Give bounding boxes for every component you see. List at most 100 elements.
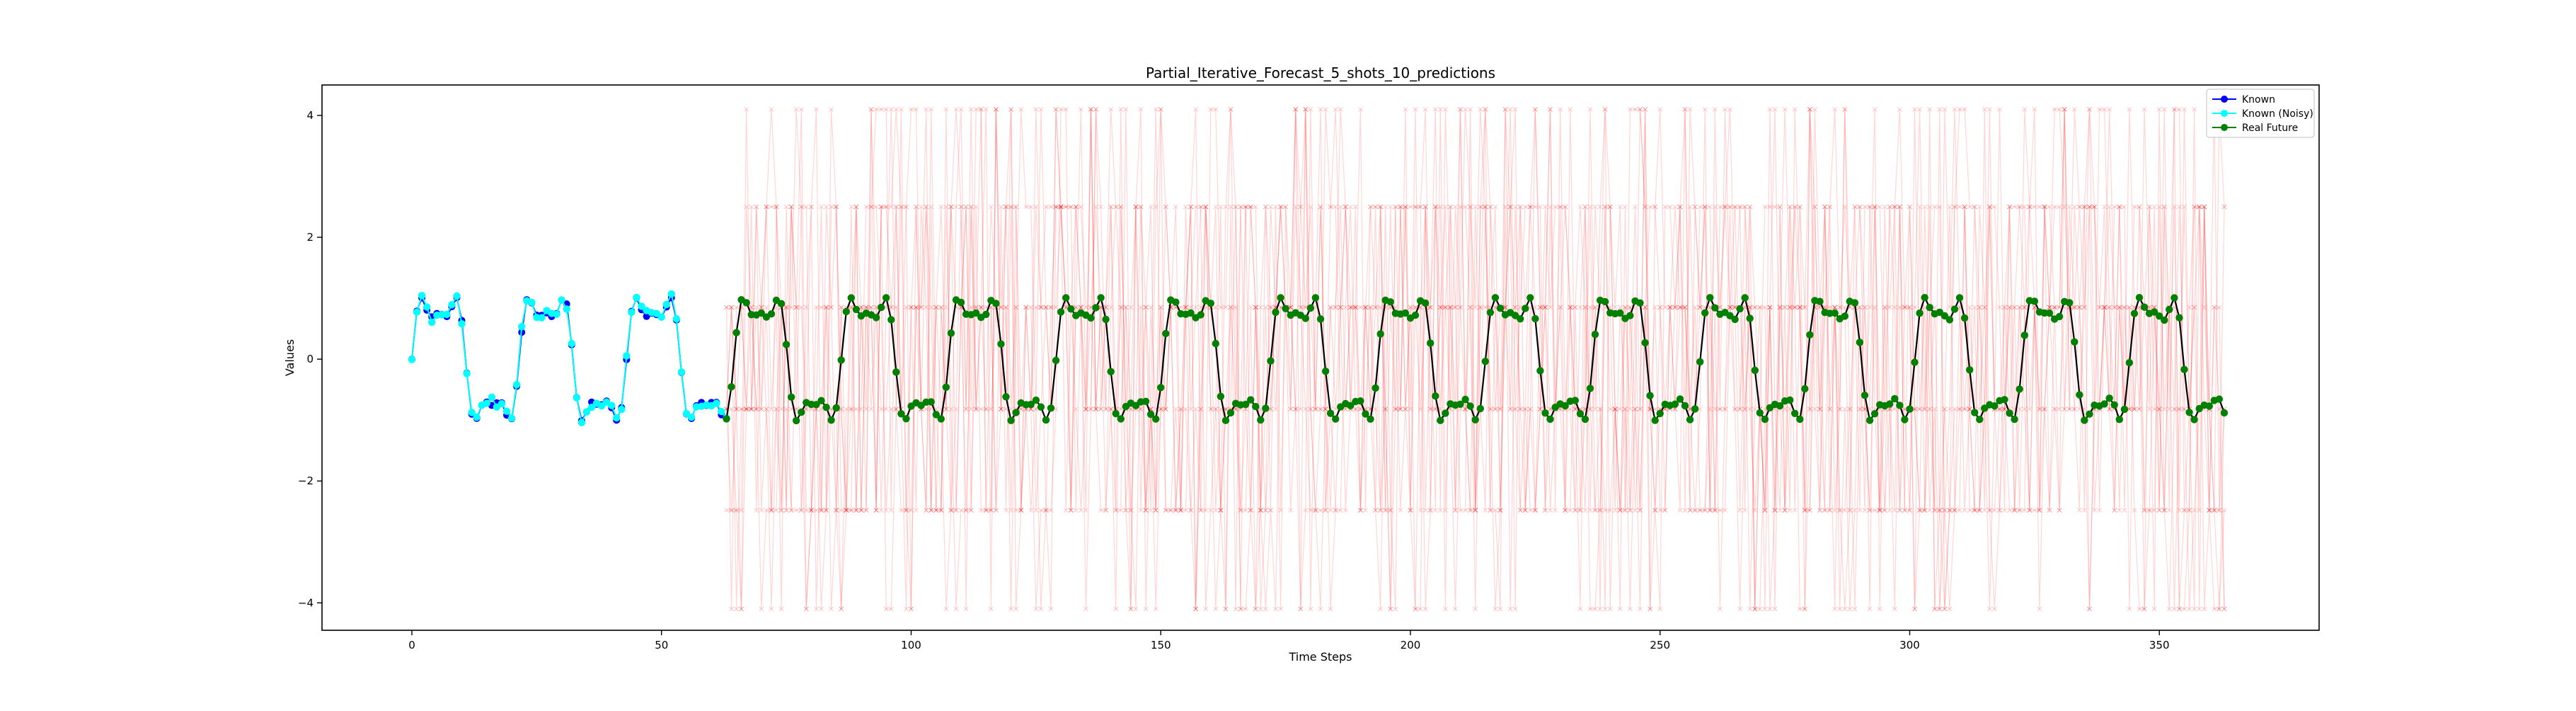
real-future-point [1172,298,1180,306]
real-future-point [1362,410,1369,418]
real-future-point [992,300,1000,307]
real-future-point [2016,385,2023,393]
real-future-point [1062,294,1070,302]
known-noisy-point [677,368,686,376]
real-future-point [1711,304,1719,312]
legend-real-future-marker [2221,124,2228,131]
known-noisy-point [483,399,490,407]
real-future-point [1991,402,1999,410]
real-future-point [1157,384,1165,392]
real-future-point [882,294,890,302]
real-future-point [942,383,950,391]
real-future-point [937,415,945,423]
known-noisy-point [718,407,725,416]
real-future-point [1841,312,1848,320]
real-future-point [1571,397,1579,404]
real-future-point [1731,315,1739,324]
x-tick-label: 350 [2149,639,2170,652]
real-future-point [822,404,830,411]
real-future-point [1786,396,1794,404]
x-axis-label: Time Steps [1288,650,1352,664]
real-future-point [1272,308,1280,317]
real-future-point [788,393,795,401]
real-future-point [1896,402,1904,409]
real-future-point [2001,396,2008,404]
plot-area [322,85,2319,630]
known-noisy-point [618,405,626,414]
real-future-point [1442,409,1449,417]
real-future-point [1267,357,1275,365]
prediction-line [725,109,2225,610]
chart-title: Partial_Iterative_Forecast_5_shots_10_pr… [1146,64,1495,81]
known-noisy-point [418,292,426,300]
real-future-point [2140,303,2149,311]
x-tick-label: 0 [408,639,415,652]
real-future-point [1761,415,1769,423]
real-future-point [2030,297,2039,305]
real-future-point [1142,397,1150,405]
real-future-point [872,314,880,322]
known-noisy-point [628,308,636,317]
known-noisy-point [672,315,681,323]
real-future-point [1376,330,1384,338]
real-future-point [852,305,861,314]
known-noisy-point [423,303,431,311]
real-future-point [1955,294,1964,302]
real-future-point [817,397,825,404]
real-future-point [1037,403,1045,411]
real-future-point [837,356,845,364]
prediction-markers [724,107,2227,612]
real-future-point [1526,294,1534,302]
real-future-point [1681,402,1689,410]
prediction-markers [724,107,2227,612]
real-future-point [982,310,990,319]
legend-known-noisy-label: Known (Noisy) [2242,108,2313,120]
real-future-point [1221,416,1230,424]
real-future-point [2020,331,2028,339]
real-future-point [1746,314,1754,322]
real-future-point [1461,395,1469,404]
known-noisy-point [687,414,696,421]
real-future-point [1921,294,1928,302]
real-future-point [2180,365,2188,373]
real-future-point [1107,368,1115,375]
real-future-point [2011,415,2018,423]
real-future-point [827,416,835,424]
known-noisy-point [463,370,471,377]
real-future-point [1531,314,1539,323]
y-tick-label: 4 [306,109,314,122]
y-tick-label: 2 [306,231,314,244]
real-future-point [1316,315,1325,323]
real-future-point [1496,305,1505,312]
real-future-point [2220,409,2229,417]
real-future-point [897,410,905,418]
real-future-point [1047,404,1055,412]
real-future-point [1861,392,1869,399]
real-future-point [2175,314,2183,322]
real-future-point [1756,409,1764,417]
known-noisy-point [443,310,451,319]
real-future-point [997,340,1005,348]
real-future-point [1007,416,1015,424]
known-noisy-point [468,409,476,416]
real-future-point [2071,338,2078,346]
real-future-point [892,368,900,376]
real-future-point [812,401,820,409]
x-tick-label: 300 [1899,639,1920,652]
x-tick-label: 150 [1151,639,1171,652]
real-future-point [1326,409,1335,417]
real-future-point [2120,405,2129,414]
real-future-point [1357,397,1364,405]
real-future-point [1676,395,1684,403]
real-future-point [1097,294,1105,302]
known-noisy-point [518,323,526,331]
legend: Known Known (Noisy) Real Future [2206,89,2315,138]
real-future-point [2086,410,2093,418]
real-future-point [1306,304,1315,312]
prediction-markers [724,107,2227,612]
real-future-point [1117,415,1125,423]
prediction-markers [724,107,2227,612]
y-axis-label: Values [283,339,297,376]
real-future-point [2006,409,2013,417]
real-future-point [1522,305,1529,312]
